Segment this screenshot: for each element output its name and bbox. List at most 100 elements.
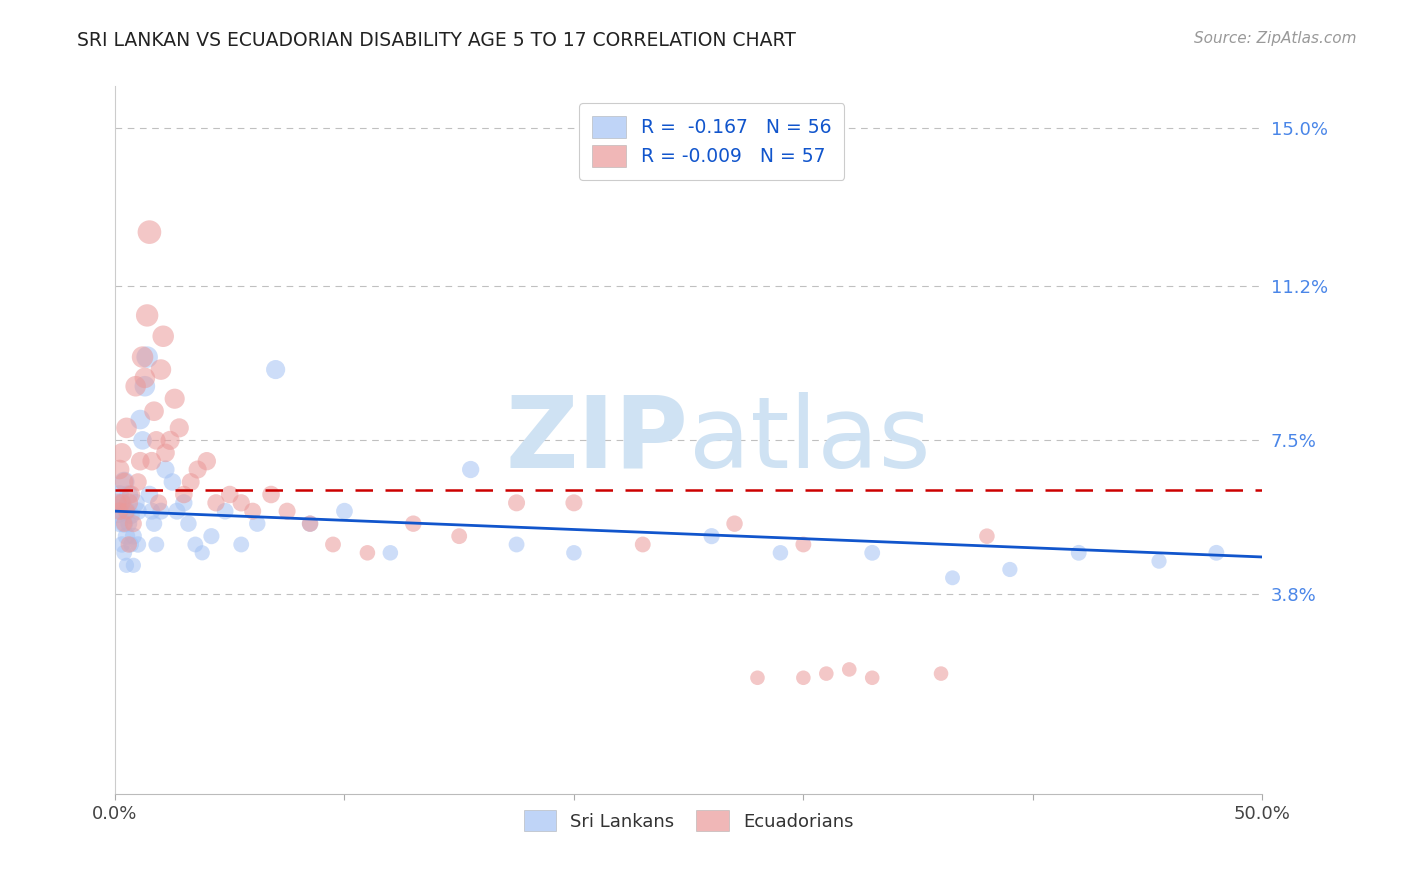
- Point: [118, 487, 141, 501]
- Point: [111, 446, 134, 460]
- Point: [138, 225, 160, 239]
- Point: [134, 379, 156, 393]
- Point: [941, 571, 963, 585]
- Point: [129, 412, 152, 426]
- Point: [118, 537, 141, 551]
- Point: [460, 462, 482, 476]
- Point: [108, 462, 131, 476]
- Point: [115, 421, 138, 435]
- Point: [127, 537, 149, 551]
- Point: [333, 504, 356, 518]
- Point: [264, 362, 287, 376]
- Point: [136, 309, 159, 323]
- Point: [148, 496, 170, 510]
- Point: [562, 496, 585, 510]
- Point: [166, 504, 188, 518]
- Point: [205, 496, 228, 510]
- Point: [131, 434, 153, 448]
- Point: [792, 537, 814, 551]
- Point: [723, 516, 745, 531]
- Point: [195, 454, 218, 468]
- Point: [322, 537, 344, 551]
- Point: [231, 537, 253, 551]
- Point: [108, 487, 131, 501]
- Point: [122, 516, 145, 531]
- Point: [700, 529, 723, 543]
- Point: [163, 392, 186, 406]
- Point: [505, 537, 527, 551]
- Point: [562, 546, 585, 560]
- Point: [180, 475, 202, 489]
- Point: [127, 504, 149, 518]
- Point: [173, 496, 195, 510]
- Text: Source: ZipAtlas.com: Source: ZipAtlas.com: [1194, 31, 1357, 46]
- Point: [112, 546, 135, 560]
- Point: [111, 504, 134, 518]
- Point: [191, 546, 214, 560]
- Point: [120, 508, 142, 523]
- Point: [152, 329, 174, 343]
- Point: [631, 537, 654, 551]
- Point: [149, 362, 172, 376]
- Point: [111, 496, 134, 510]
- Point: [187, 462, 209, 476]
- Point: [141, 454, 163, 468]
- Point: [1147, 554, 1170, 568]
- Point: [929, 666, 952, 681]
- Point: [155, 446, 177, 460]
- Point: [108, 516, 131, 531]
- Point: [838, 662, 860, 676]
- Point: [122, 558, 145, 573]
- Point: [143, 516, 166, 531]
- Point: [380, 546, 402, 560]
- Point: [976, 529, 998, 543]
- Point: [260, 487, 283, 501]
- Point: [159, 434, 181, 448]
- Point: [111, 496, 134, 510]
- Point: [118, 516, 141, 531]
- Point: [998, 562, 1021, 576]
- Point: [218, 487, 240, 501]
- Point: [112, 475, 135, 489]
- Point: [162, 475, 184, 489]
- Point: [200, 529, 222, 543]
- Point: [112, 516, 135, 531]
- Point: [184, 537, 207, 551]
- Point: [120, 487, 142, 501]
- Point: [124, 496, 146, 510]
- Point: [115, 558, 138, 573]
- Point: [112, 516, 135, 531]
- Point: [120, 537, 142, 551]
- Point: [1205, 546, 1227, 560]
- Point: [860, 546, 883, 560]
- Point: [131, 350, 153, 364]
- Point: [299, 516, 322, 531]
- Point: [173, 487, 195, 501]
- Point: [141, 504, 163, 518]
- Point: [143, 404, 166, 418]
- Point: [118, 496, 141, 510]
- Point: [136, 350, 159, 364]
- Point: [115, 529, 138, 543]
- Point: [145, 434, 167, 448]
- Point: [246, 516, 269, 531]
- Point: [138, 487, 160, 501]
- Point: [134, 371, 156, 385]
- Point: [276, 504, 298, 518]
- Point: [105, 496, 128, 510]
- Point: [231, 496, 253, 510]
- Point: [122, 529, 145, 543]
- Point: [105, 504, 128, 518]
- Point: [815, 666, 838, 681]
- Point: [299, 516, 322, 531]
- Text: ZIP: ZIP: [506, 392, 689, 489]
- Point: [127, 475, 149, 489]
- Legend: Sri Lankans, Ecuadorians: Sri Lankans, Ecuadorians: [516, 803, 860, 838]
- Point: [769, 546, 792, 560]
- Point: [356, 546, 378, 560]
- Point: [115, 504, 138, 518]
- Point: [112, 475, 135, 489]
- Text: atlas: atlas: [689, 392, 931, 489]
- Point: [115, 504, 138, 518]
- Point: [111, 537, 134, 551]
